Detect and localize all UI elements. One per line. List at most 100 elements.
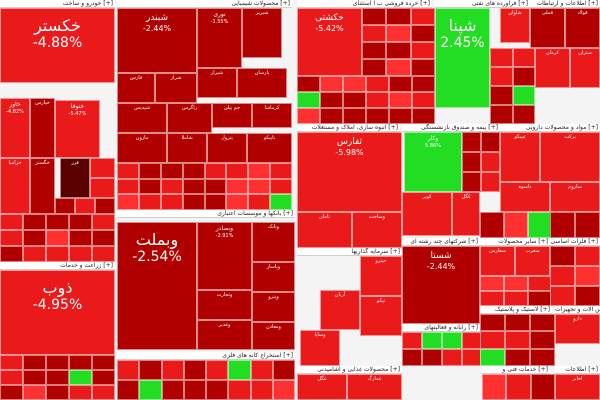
treemap-filler-tile[interactable] xyxy=(160,178,183,195)
treemap-tile[interactable]: کرماشا xyxy=(252,103,292,128)
treemap-tile[interactable]: فولاد xyxy=(565,8,600,48)
treemap-filler-tile[interactable] xyxy=(410,42,435,59)
treemap-filler-tile[interactable] xyxy=(55,198,75,214)
treemap-filler-tile[interactable] xyxy=(206,380,229,400)
treemap-tile[interactable]: ستران xyxy=(570,48,600,88)
treemap-filler-tile[interactable] xyxy=(248,163,271,179)
treemap-filler-tile[interactable] xyxy=(343,108,366,124)
treemap-filler-tile[interactable] xyxy=(69,214,92,230)
treemap-filler-tile[interactable] xyxy=(480,331,505,349)
treemap-filler-tile[interactable] xyxy=(297,108,320,124)
treemap-tile[interactable]: شستا -2.44% xyxy=(402,246,480,324)
treemap-filler-tile[interactable] xyxy=(139,360,162,380)
treemap-tile[interactable]: وتجارت xyxy=(197,290,252,320)
treemap-tile[interactable]: شراز xyxy=(155,73,197,103)
treemap-tile[interactable]: پارسان xyxy=(237,68,287,98)
treemap-filler-tile[interactable] xyxy=(226,178,249,195)
treemap-filler-tile[interactable] xyxy=(228,380,251,400)
treemap-filler-tile[interactable] xyxy=(270,163,292,179)
treemap-tile[interactable]: پترول xyxy=(207,133,247,163)
treemap-filler-tile[interactable] xyxy=(410,59,435,76)
treemap-filler-tile[interactable] xyxy=(530,331,555,349)
treemap-filler-tile[interactable] xyxy=(92,230,115,246)
treemap-tile[interactable]: مارون xyxy=(117,133,167,163)
treemap-tile[interactable]: خگستر xyxy=(30,158,55,214)
treemap-filler-tile[interactable] xyxy=(250,380,273,400)
treemap-filler-tile[interactable] xyxy=(95,198,115,214)
treemap-filler-tile[interactable] xyxy=(462,332,482,349)
treemap-filler-tile[interactable] xyxy=(575,246,600,266)
treemap-filler-tile[interactable] xyxy=(248,194,271,210)
treemap-tile[interactable]: حپترو xyxy=(360,256,402,296)
treemap-filler-tile[interactable] xyxy=(90,178,115,198)
treemap-filler-tile[interactable] xyxy=(575,212,600,238)
treemap-filler-tile[interactable] xyxy=(575,266,600,286)
treemap-filler-tile[interactable] xyxy=(117,194,139,210)
treemap-filler-tile[interactable] xyxy=(512,48,535,67)
treemap-tile[interactable]: وساخت xyxy=(352,212,402,248)
treemap-filler-tile[interactable] xyxy=(343,92,366,108)
treemap-filler-tile[interactable] xyxy=(490,86,513,105)
treemap-filler-tile[interactable] xyxy=(504,212,528,238)
treemap-filler-tile[interactable] xyxy=(23,355,46,370)
treemap-filler-tile[interactable] xyxy=(92,385,115,400)
treemap-filler-tile[interactable] xyxy=(226,194,249,210)
treemap-tile[interactable]: ثامان xyxy=(297,212,352,248)
treemap-filler-tile[interactable] xyxy=(92,214,115,230)
treemap-filler-tile[interactable] xyxy=(270,194,292,210)
treemap-filler-tile[interactable] xyxy=(69,230,92,246)
treemap-filler-tile[interactable] xyxy=(482,374,507,400)
treemap-tile[interactable]: دارو xyxy=(555,314,600,344)
treemap-filler-tile[interactable] xyxy=(204,163,227,179)
treemap-filler-tile[interactable] xyxy=(204,194,227,210)
treemap-tile[interactable]: تیپیکو xyxy=(500,132,540,182)
treemap-filler-tile[interactable] xyxy=(320,76,343,92)
treemap-tile[interactable]: کرمان xyxy=(535,48,570,88)
treemap-filler-tile[interactable] xyxy=(182,178,205,195)
treemap-filler-tile[interactable] xyxy=(161,360,184,380)
treemap-filler-tile[interactable] xyxy=(506,374,531,400)
treemap-filler-tile[interactable] xyxy=(23,385,46,400)
treemap-tile[interactable]: شیراز xyxy=(197,68,237,98)
treemap-filler-tile[interactable] xyxy=(0,370,23,385)
treemap-filler-tile[interactable] xyxy=(512,86,535,105)
treemap-filler-tile[interactable] xyxy=(46,246,69,262)
treemap-filler-tile[interactable] xyxy=(402,332,422,349)
treemap-filler-tile[interactable] xyxy=(505,331,530,349)
treemap-filler-tile[interactable] xyxy=(46,214,69,230)
treemap-tile[interactable]: حکشتی -5.42% xyxy=(297,8,362,76)
treemap-filler-tile[interactable] xyxy=(386,8,411,25)
treemap-filler-tile[interactable] xyxy=(69,355,92,370)
treemap-tile[interactable]: نوری -1.55% xyxy=(197,8,242,68)
treemap-filler-tile[interactable] xyxy=(23,246,46,262)
treemap-filler-tile[interactable] xyxy=(530,348,555,366)
treemap-tile[interactable]: شبندر -2.44% xyxy=(117,8,197,73)
treemap-tile[interactable]: خکستر -4.88% xyxy=(0,8,115,83)
treemap-filler-tile[interactable] xyxy=(462,349,482,366)
treemap-filler-tile[interactable] xyxy=(422,332,442,349)
treemap-filler-tile[interactable] xyxy=(462,152,481,172)
treemap-filler-tile[interactable] xyxy=(550,266,575,286)
treemap-filler-tile[interactable] xyxy=(386,42,411,59)
treemap-tile[interactable]: شبریز-3.37% xyxy=(242,8,282,58)
treemap-filler-tile[interactable] xyxy=(117,380,140,400)
treemap-filler-tile[interactable] xyxy=(161,380,184,400)
treemap-filler-tile[interactable] xyxy=(575,286,600,306)
treemap-filler-tile[interactable] xyxy=(402,349,422,366)
treemap-filler-tile[interactable] xyxy=(389,108,412,124)
treemap-filler-tile[interactable] xyxy=(389,92,412,108)
treemap-filler-tile[interactable] xyxy=(248,178,271,195)
treemap-filler-tile[interactable] xyxy=(117,178,139,195)
treemap-filler-tile[interactable] xyxy=(480,291,504,306)
treemap-filler-tile[interactable] xyxy=(272,360,295,380)
treemap-filler-tile[interactable] xyxy=(412,108,435,124)
treemap-filler-tile[interactable] xyxy=(462,172,481,192)
treemap-filler-tile[interactable] xyxy=(480,276,504,291)
treemap-tile[interactable]: ومعادن xyxy=(252,322,295,350)
treemap-tile[interactable]: کگل xyxy=(452,192,480,236)
treemap-tile[interactable]: وغدیر xyxy=(197,320,252,350)
treemap-filler-tile[interactable] xyxy=(182,194,205,210)
treemap-filler-tile[interactable] xyxy=(90,158,115,178)
treemap-filler-tile[interactable] xyxy=(69,385,92,400)
treemap-filler-tile[interactable] xyxy=(92,355,115,370)
